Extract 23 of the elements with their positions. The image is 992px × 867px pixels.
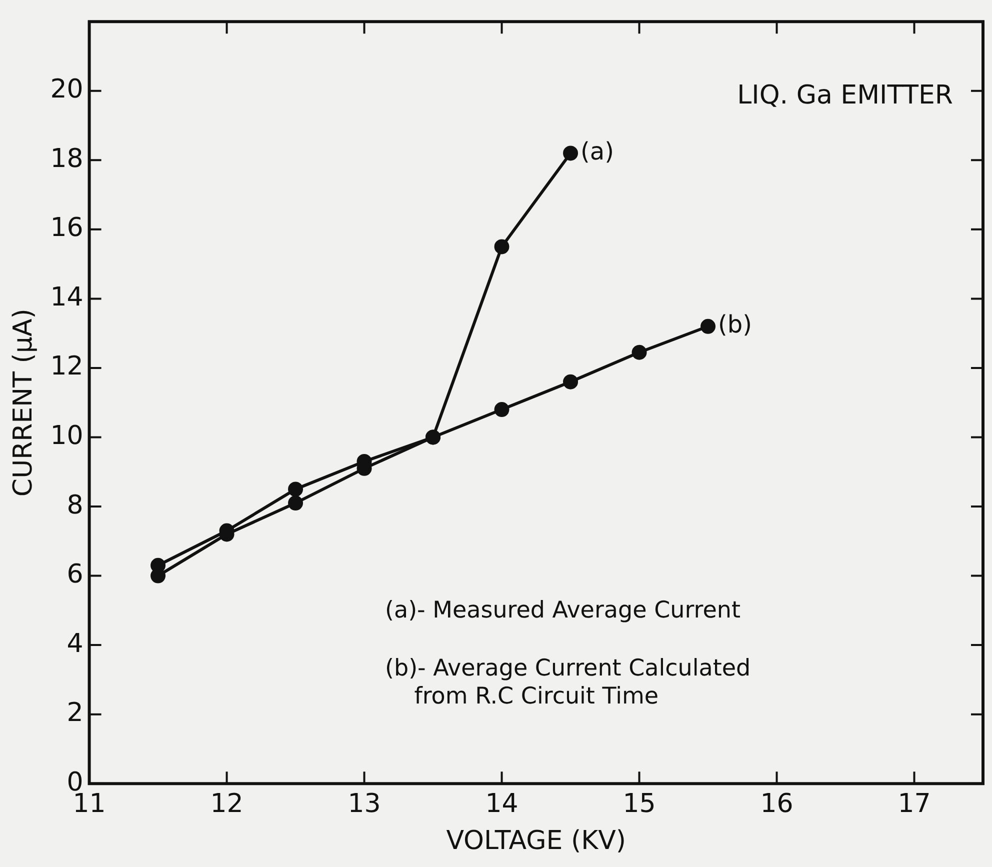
- annotation: (a)- Measured Average Current: [385, 598, 740, 624]
- x-tick-label: 15: [622, 788, 656, 819]
- y-tick-label: 14: [50, 282, 84, 312]
- y-tick-label: 8: [66, 490, 84, 520]
- y-tick-label: 2: [66, 698, 84, 728]
- y-tick-label: 12: [50, 352, 84, 382]
- x-axis-title: VOLTAGE (KV): [446, 826, 626, 856]
- annotation: LIQ. Ga EMITTER: [737, 80, 953, 110]
- y-tick-label: 16: [50, 213, 84, 244]
- y-tick-label: 10: [50, 420, 84, 451]
- annotation: (b)- Average Current Calculated from R.C Circuit Time: [385, 656, 751, 710]
- y-axis-title: CURRENT (μA): [8, 308, 38, 497]
- x-tick-label: 14: [485, 788, 518, 819]
- x-tick-label: 12: [210, 788, 244, 819]
- y-tick-label: 18: [50, 144, 84, 174]
- x-tick-label: 13: [348, 788, 381, 819]
- x-tick-label: 16: [760, 788, 794, 819]
- y-tick-label: 6: [66, 560, 84, 590]
- x-tick-label: 17: [898, 788, 931, 819]
- series-label: (a): [580, 137, 614, 166]
- y-tick-label: 20: [50, 74, 84, 105]
- series-label: (b): [718, 310, 752, 339]
- y-tick-label: 4: [66, 628, 84, 659]
